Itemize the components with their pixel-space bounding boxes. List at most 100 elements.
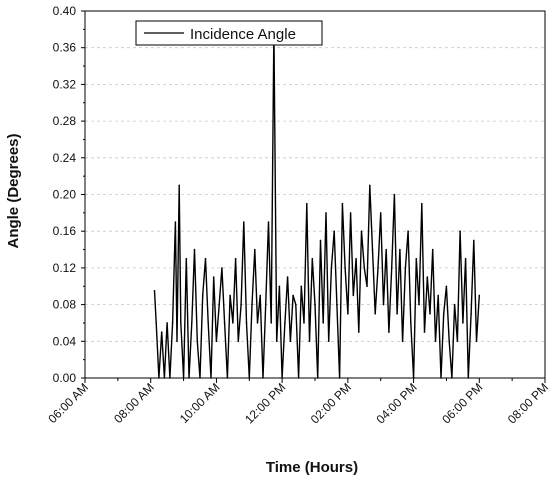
data-point xyxy=(215,340,218,343)
data-point xyxy=(289,340,292,343)
y-tick-label: 0.40 xyxy=(53,4,77,18)
data-point xyxy=(333,230,336,232)
y-tick-label: 0.00 xyxy=(53,371,77,385)
data-point xyxy=(349,212,352,214)
legend: Incidence Angle xyxy=(135,20,323,46)
y-tick-labels: 0.00 0.04 0.08 0.12 0.16 0.20 0.24 0.28 0.32 0.36… xyxy=(53,4,77,385)
x-tick-label: 08:00 AM xyxy=(111,380,157,426)
data-point xyxy=(385,248,388,251)
x-tick-label: 08:00 PM xyxy=(505,380,550,426)
data-point xyxy=(234,257,237,260)
data-point xyxy=(393,193,396,196)
data-point xyxy=(355,257,357,260)
data-point xyxy=(366,285,368,288)
data-point xyxy=(254,248,256,251)
data-point xyxy=(377,267,379,269)
data-point xyxy=(396,313,398,315)
data-point xyxy=(464,257,467,260)
data-point xyxy=(451,377,453,379)
data-point xyxy=(369,184,371,187)
data-point xyxy=(278,285,281,288)
data-point xyxy=(295,303,297,306)
data-point xyxy=(166,322,168,324)
data-point xyxy=(155,322,157,324)
data-point xyxy=(322,322,325,324)
data-point xyxy=(347,313,349,315)
data-point xyxy=(286,276,289,278)
data-point xyxy=(429,313,431,315)
data-point xyxy=(382,303,385,306)
data-point xyxy=(207,322,209,324)
data-point xyxy=(423,331,426,333)
data-point xyxy=(363,267,366,269)
y-tick-label: 0.36 xyxy=(53,41,77,55)
data-point xyxy=(284,322,286,324)
data-point xyxy=(169,377,171,379)
data-point xyxy=(418,303,420,306)
data-point xyxy=(415,257,418,260)
data-point xyxy=(478,294,481,297)
data-point xyxy=(251,303,253,306)
data-point xyxy=(388,331,390,333)
data-point xyxy=(232,322,234,324)
data-point xyxy=(338,377,341,379)
data-point xyxy=(160,331,163,333)
data-point xyxy=(308,340,311,343)
data-point xyxy=(437,294,440,297)
y-tick-label: 0.08 xyxy=(53,298,77,312)
data-point xyxy=(212,276,215,278)
data-point xyxy=(174,221,177,223)
y-tick-label: 0.24 xyxy=(53,151,77,165)
data-point xyxy=(360,230,363,232)
data-point xyxy=(442,313,445,315)
data-point xyxy=(421,202,423,205)
data-point xyxy=(204,257,207,260)
data-point xyxy=(178,184,180,187)
x-axis-title: Time (Hours) xyxy=(266,459,358,476)
data-point xyxy=(303,322,305,324)
data-point xyxy=(374,313,377,315)
data-point xyxy=(259,294,262,297)
data-point xyxy=(456,340,459,343)
data-point xyxy=(193,248,196,251)
data-point xyxy=(245,322,248,324)
data-point xyxy=(475,340,478,343)
data-point xyxy=(325,212,327,214)
y-tick-label: 0.12 xyxy=(53,261,77,275)
x-tick-label: 02:00 PM xyxy=(308,380,354,426)
data-point xyxy=(453,303,456,306)
data-point xyxy=(341,202,344,205)
data-point xyxy=(407,230,409,232)
series-layer xyxy=(153,28,481,379)
data-point xyxy=(314,303,316,306)
data-point xyxy=(191,322,193,324)
data-point xyxy=(311,257,314,260)
data-point xyxy=(319,239,322,242)
data-point xyxy=(267,221,270,223)
data-point xyxy=(221,267,223,269)
data-point xyxy=(256,322,259,324)
data-point xyxy=(399,248,401,251)
data-point xyxy=(188,377,190,379)
data-point xyxy=(153,290,156,292)
y-tick-label: 0.32 xyxy=(53,77,77,91)
y-axis-title: Angle (Degrees) xyxy=(5,133,22,248)
data-point xyxy=(226,377,229,379)
data-point xyxy=(462,322,464,324)
data-point xyxy=(336,303,338,306)
data-point xyxy=(240,303,242,306)
y-tick-label: 0.20 xyxy=(53,188,77,202)
legend-label: Incidence Angle xyxy=(190,26,296,43)
data-point xyxy=(185,257,188,260)
y-tick-label: 0.16 xyxy=(53,224,77,238)
data-point xyxy=(297,377,300,379)
data-point xyxy=(243,221,245,223)
data-point xyxy=(229,294,231,297)
data-point xyxy=(445,285,448,288)
data-point xyxy=(434,340,437,343)
data-point xyxy=(371,248,374,251)
data-point xyxy=(199,377,201,379)
data-point xyxy=(300,285,303,288)
data-point xyxy=(467,377,470,379)
data-point xyxy=(448,340,451,343)
